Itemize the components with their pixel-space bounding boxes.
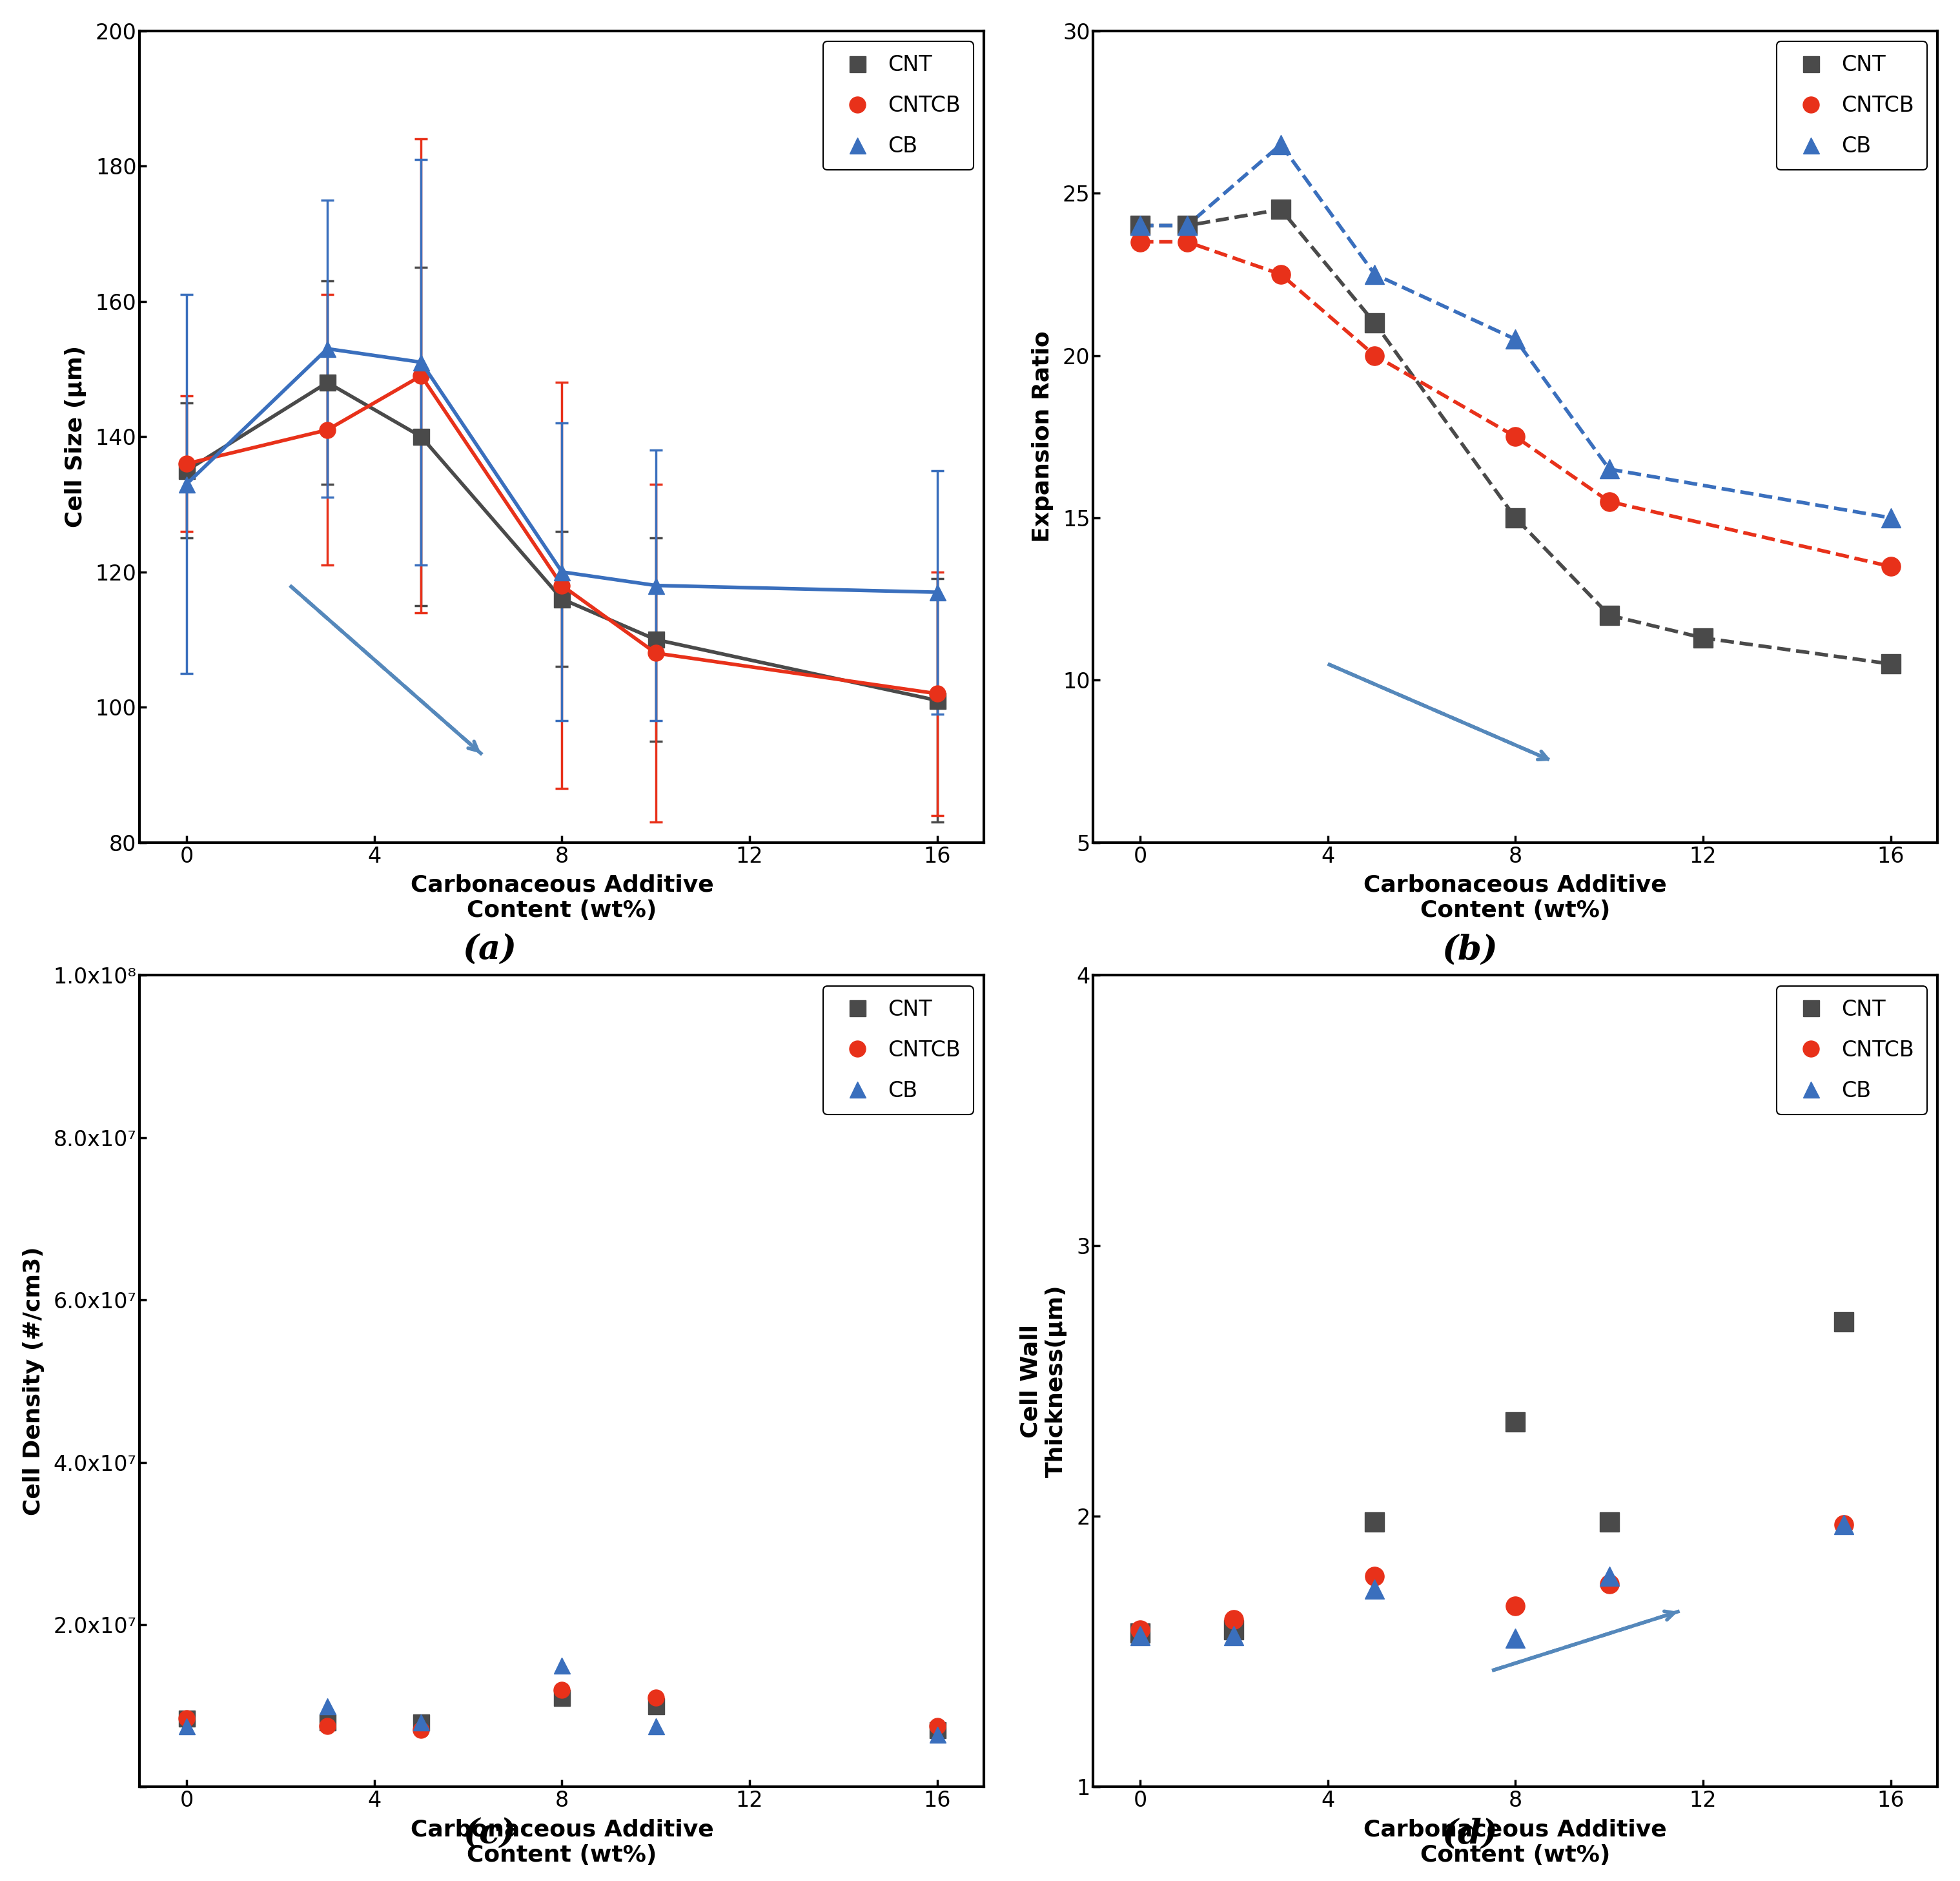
Y-axis label: Expansion Ratio: Expansion Ratio [1031,331,1054,542]
Text: (c): (c) [463,1817,517,1851]
Y-axis label: Cell Size (μm): Cell Size (μm) [65,346,86,529]
Y-axis label: Cell Density (#/cm3): Cell Density (#/cm3) [22,1247,45,1516]
Legend: CNT, CNTCB, CB: CNT, CNTCB, CB [823,986,974,1115]
Legend: CNT, CNTCB, CB: CNT, CNTCB, CB [823,41,974,169]
Legend: CNT, CNTCB, CB: CNT, CNTCB, CB [1776,986,1927,1115]
Y-axis label: Cell Wall
Thickness(μm): Cell Wall Thickness(μm) [1019,1285,1068,1478]
X-axis label: Carbonaceous Additive
Content (wt%): Carbonaceous Additive Content (wt%) [410,1819,713,1866]
X-axis label: Carbonaceous Additive
Content (wt%): Carbonaceous Additive Content (wt%) [1364,875,1668,922]
Legend: CNT, CNTCB, CB: CNT, CNTCB, CB [1776,41,1927,169]
X-axis label: Carbonaceous Additive
Content (wt%): Carbonaceous Additive Content (wt%) [1364,1819,1668,1866]
Text: (b): (b) [1443,933,1497,967]
Text: (a): (a) [463,933,517,967]
X-axis label: Carbonaceous Additive
Content (wt%): Carbonaceous Additive Content (wt%) [410,875,713,922]
Text: (d): (d) [1443,1817,1497,1851]
